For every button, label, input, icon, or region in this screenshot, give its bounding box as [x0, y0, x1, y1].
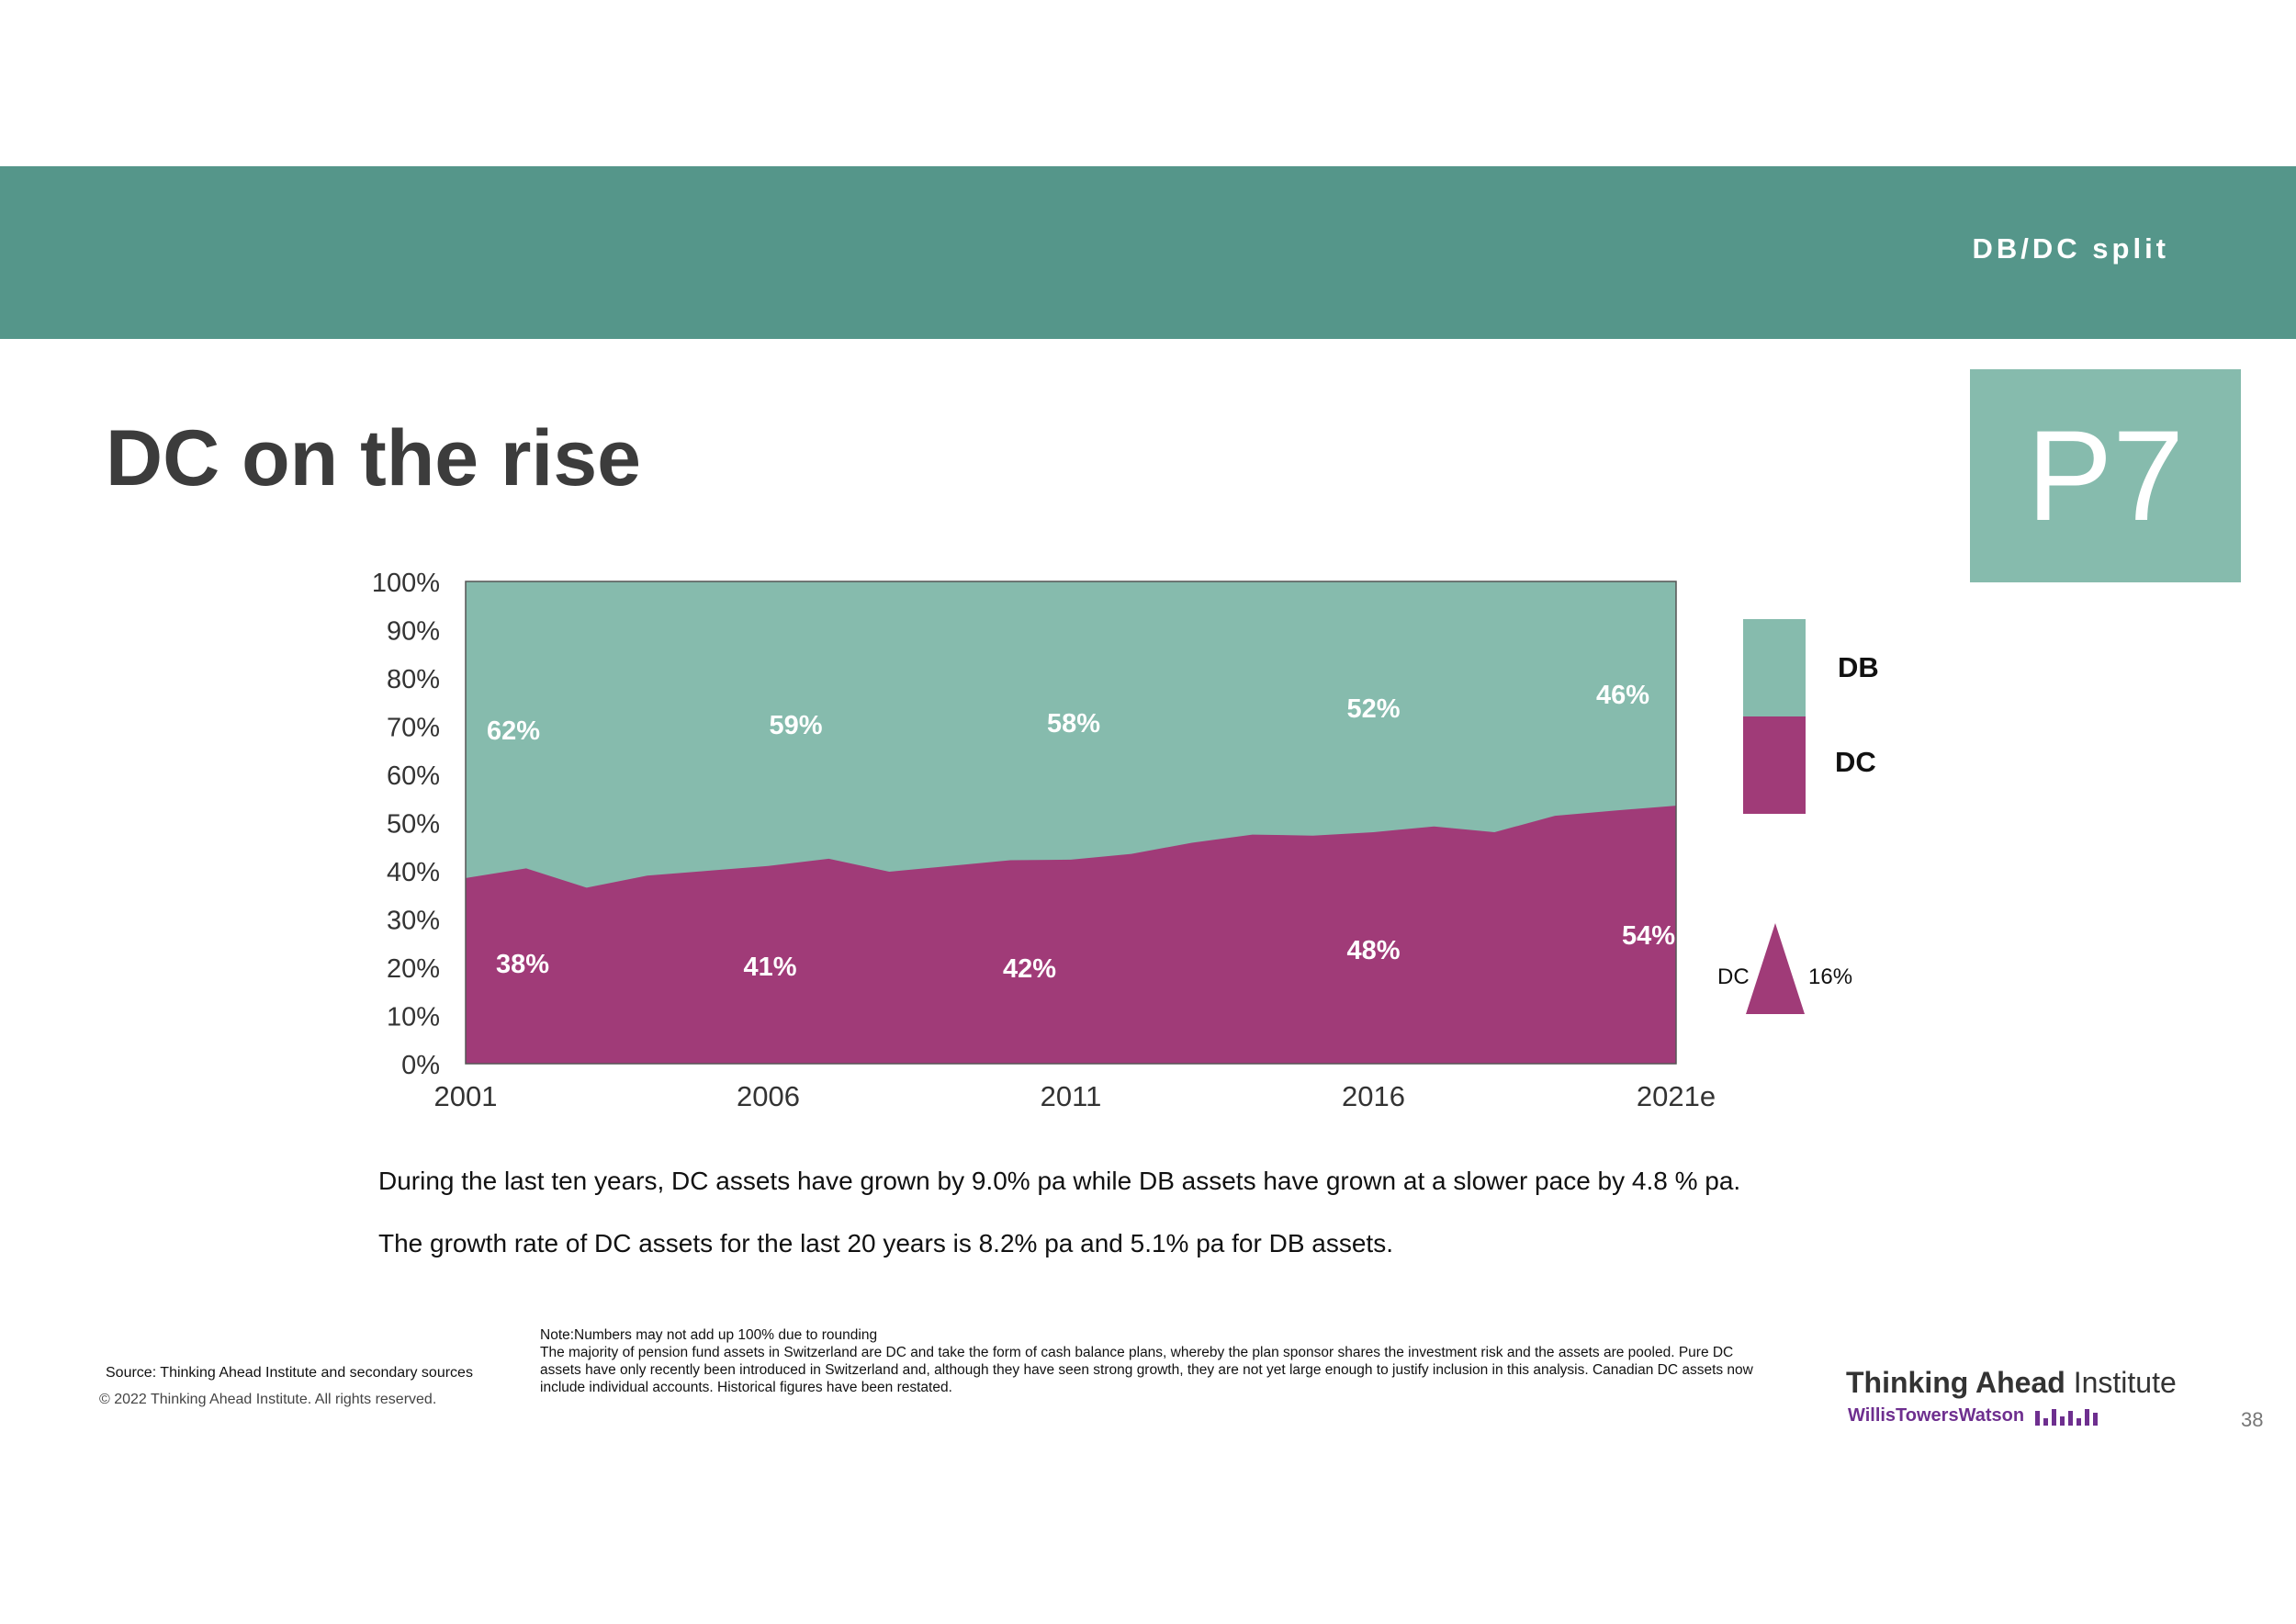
dc-data-label: 54%	[1622, 921, 1675, 951]
page-number: 38	[2241, 1408, 2264, 1431]
y-tick-label: 10%	[387, 1003, 440, 1032]
page-badge: P7	[1970, 369, 2241, 582]
y-tick-label: 80%	[387, 665, 440, 694]
y-tick-label: 70%	[387, 714, 440, 743]
x-tick-label: 2006	[737, 1080, 800, 1112]
page-title: DC on the rise	[106, 414, 641, 502]
change-value: 16%	[1808, 964, 1852, 989]
dc-change-indicator: DC 16%	[1717, 923, 1852, 1014]
x-tick-label: 2001	[434, 1080, 498, 1112]
legend-label-dc: DC	[1835, 746, 1876, 778]
section-title: DB/DC split	[1972, 232, 2169, 265]
triangle-up-icon	[1746, 923, 1805, 1014]
y-tick-label: 100%	[372, 569, 440, 598]
dc-data-label: 38%	[496, 950, 549, 979]
x-tick-label: 2016	[1342, 1080, 1405, 1112]
dc-area	[466, 806, 1676, 1064]
x-tick-label: 2011	[1041, 1080, 1102, 1112]
y-tick-label: 50%	[387, 810, 440, 840]
legend-swatch-db	[1743, 619, 1806, 716]
footnote-line-1: Note:Numbers may not add up 100% due to …	[540, 1327, 878, 1343]
header-band: DB/DC split	[0, 166, 2296, 339]
wtw-logo: WillisTowersWatson	[1848, 1405, 2101, 1427]
footnote: Note:Numbers may not add up 100% due to …	[540, 1326, 1761, 1396]
db-data-label: 52%	[1346, 694, 1400, 724]
db-data-labels: 62% 59% 58% 52% 46%	[487, 681, 1649, 746]
legend-label-db: DB	[1838, 651, 1879, 683]
legend-swatch-dc	[1743, 716, 1806, 814]
dc-data-label: 48%	[1346, 936, 1400, 965]
db-data-label: 58%	[1047, 709, 1100, 739]
db-data-label: 59%	[769, 711, 822, 740]
plot-area	[465, 581, 1677, 1065]
dc-data-labels: 38% 41% 42% 48% 54%	[496, 921, 1675, 984]
body-text-line-2: The growth rate of DC assets for the las…	[378, 1229, 1393, 1257]
x-tick-label: 2021e	[1637, 1080, 1716, 1112]
y-tick-label: 40%	[387, 858, 440, 887]
wtw-bars-icon	[2035, 1408, 2099, 1426]
y-tick-label: 90%	[387, 617, 440, 647]
y-axis: 0% 10% 20% 30% 40% 50% 60% 70% 80% 90% 100%	[372, 569, 440, 1080]
logo-regular-text: Institute	[2065, 1366, 2177, 1399]
institute-logo: Thinking Ahead Institute	[1846, 1366, 2177, 1400]
db-data-label: 62%	[487, 716, 540, 746]
source-text: Source: Thinking Ahead Institute and sec…	[106, 1365, 473, 1381]
y-tick-label: 20%	[387, 954, 440, 984]
dc-data-label: 41%	[743, 953, 796, 982]
logo-bold-text: Thinking Ahead	[1846, 1366, 2065, 1399]
copyright-text: © 2022 Thinking Ahead Institute. All rig…	[99, 1392, 437, 1407]
legend: DB DC	[1743, 619, 1879, 814]
footnote-line-2: The majority of pension fund assets in S…	[540, 1345, 1753, 1395]
wtw-logo-text: WillisTowersWatson	[1848, 1405, 2025, 1426]
db-data-label: 46%	[1596, 681, 1649, 710]
chart: 0%10%20%30%40%50%60%70%80%90%100% 2001 20…	[372, 569, 1879, 1112]
change-series-label: DC	[1717, 964, 1750, 989]
y-tick-label: 60%	[387, 761, 440, 791]
dc-data-label: 42%	[1003, 954, 1056, 984]
plot-frame	[465, 581, 1677, 1065]
body-text-line-1: During the last ten years, DC assets hav…	[378, 1167, 1741, 1195]
y-tick-label: 30%	[387, 907, 440, 936]
x-axis: 2001 2006 2011 2016 2021e	[434, 1080, 1716, 1112]
y-tick-label: 0%	[401, 1051, 440, 1080]
